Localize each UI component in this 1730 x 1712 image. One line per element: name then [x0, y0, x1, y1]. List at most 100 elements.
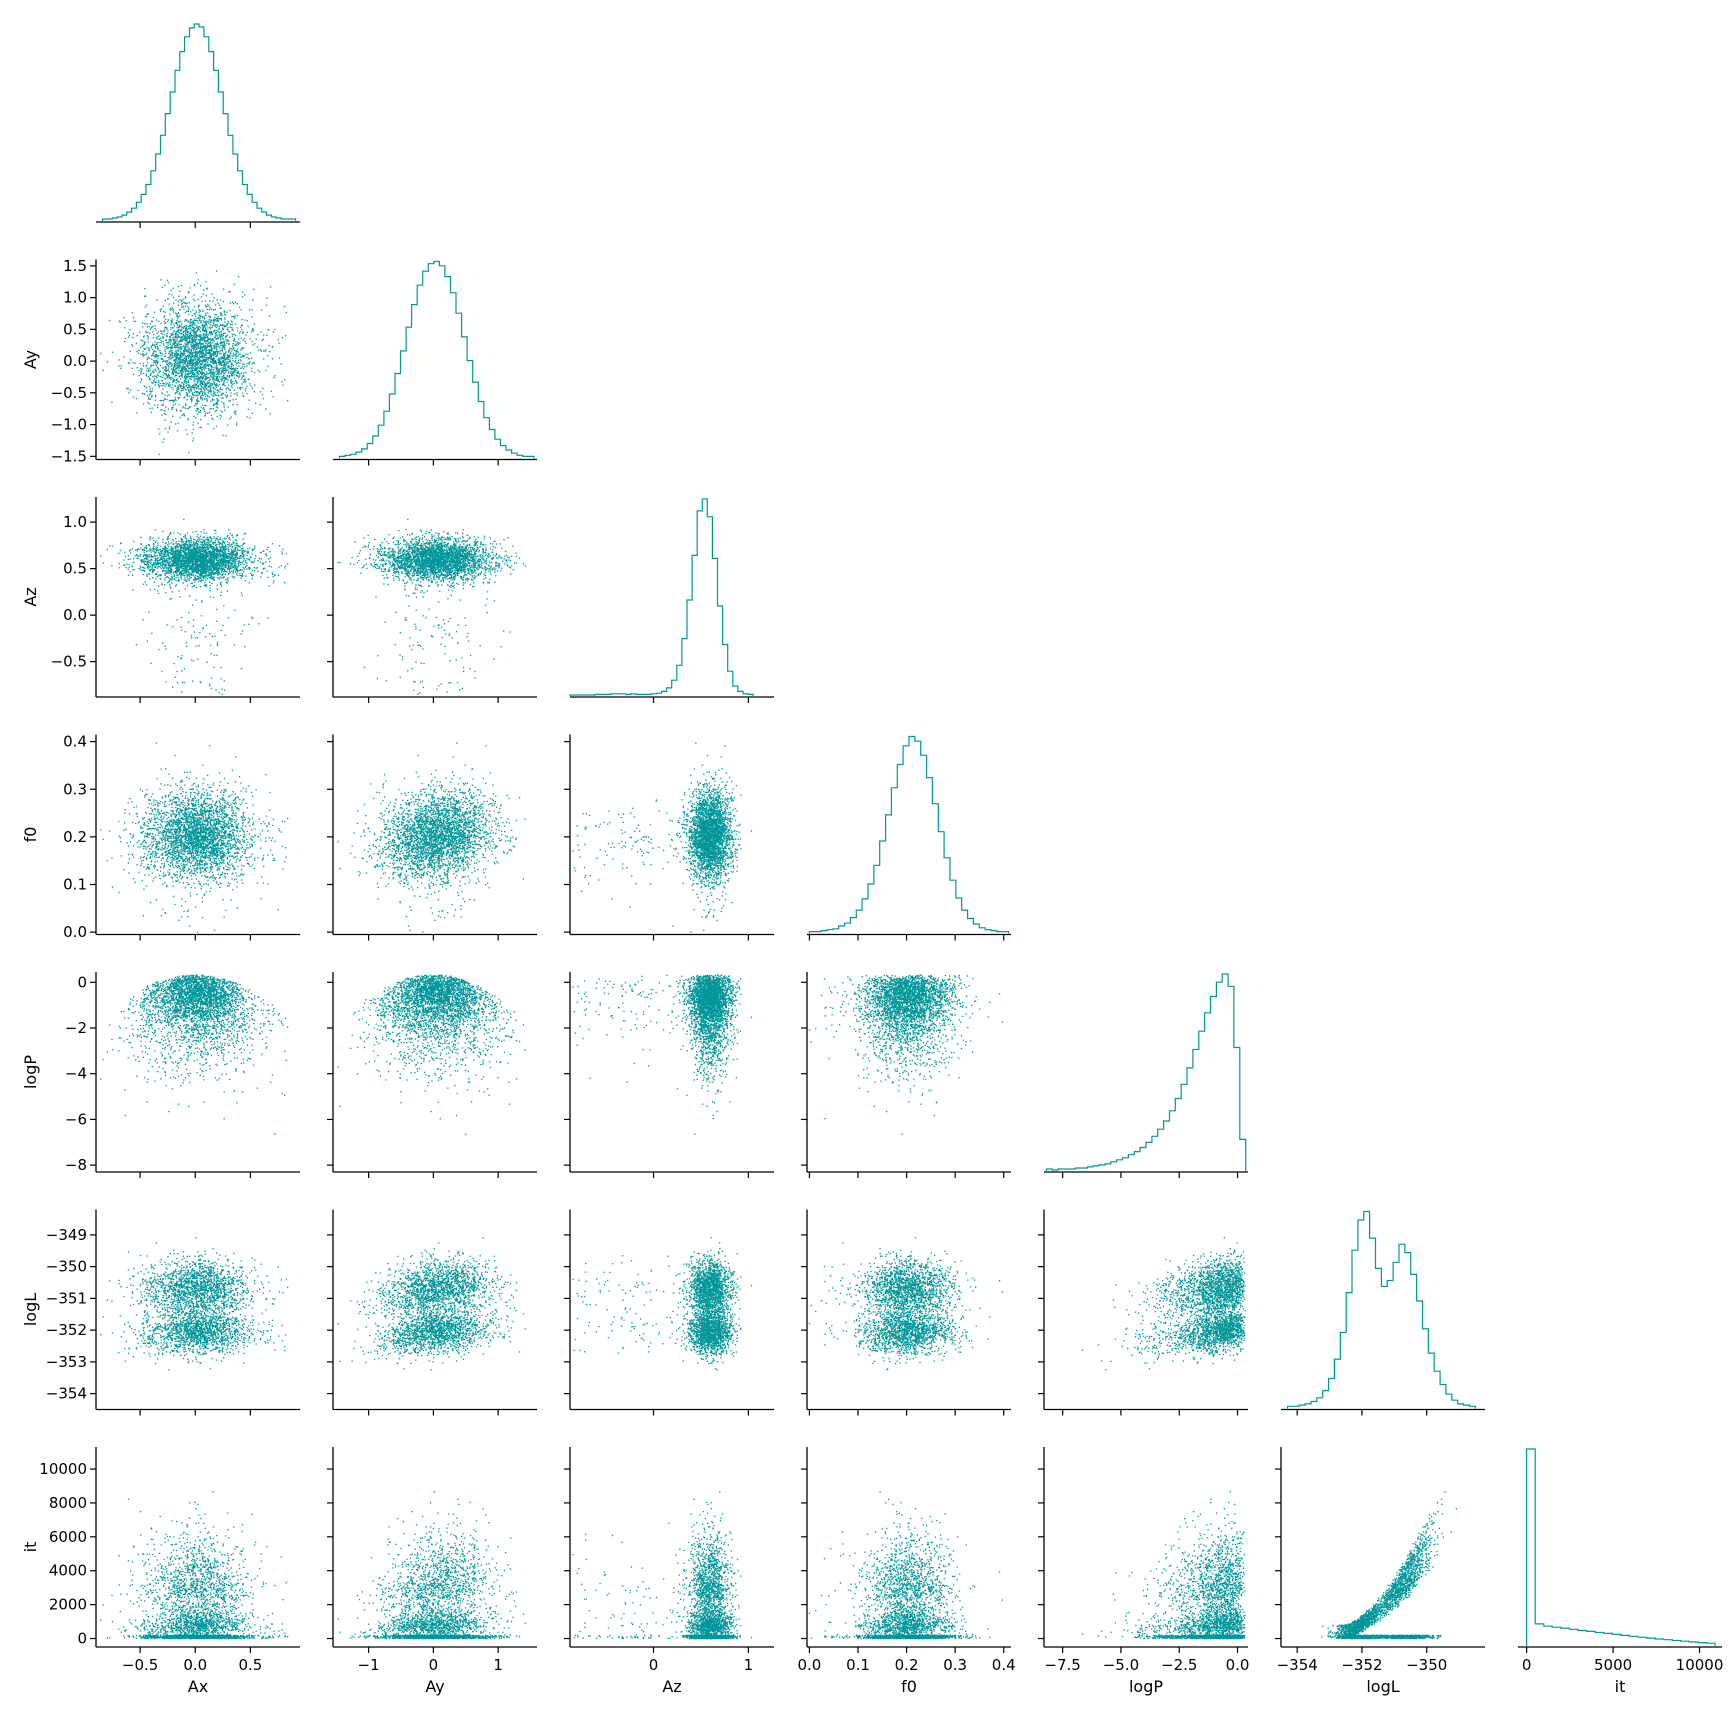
- scatter-point: [225, 385, 226, 386]
- scatter-point: [199, 378, 200, 379]
- scatter-point: [222, 334, 223, 335]
- scatter-point: [197, 328, 198, 329]
- scatter-point: [176, 371, 177, 372]
- scatter-point: [154, 328, 155, 329]
- scatter-point: [208, 392, 209, 393]
- scatter-point: [184, 346, 185, 347]
- scatter-point: [192, 393, 193, 394]
- scatter-point: [147, 326, 148, 327]
- scatter-point: [158, 380, 159, 381]
- scatter-point: [215, 360, 216, 361]
- scatter-point: [270, 286, 271, 287]
- scatter-point: [143, 336, 144, 337]
- scatter-point: [154, 405, 155, 406]
- scatter-point: [218, 361, 219, 362]
- scatter-point: [181, 372, 182, 373]
- scatter-point: [155, 351, 156, 352]
- scatter-point: [210, 364, 211, 365]
- scatter-point: [136, 398, 137, 399]
- scatter-point: [203, 326, 204, 327]
- scatter-point: [206, 325, 207, 326]
- scatter-point: [204, 340, 205, 341]
- scatter-point: [194, 370, 195, 371]
- scatter-point: [209, 319, 210, 320]
- scatter-point: [214, 382, 215, 383]
- scatter-point: [149, 386, 150, 387]
- scatter-point: [207, 378, 208, 379]
- scatter-point: [171, 322, 172, 323]
- scatter-point: [222, 345, 223, 346]
- scatter-point: [147, 402, 148, 403]
- scatter-point: [165, 351, 166, 352]
- scatter-point: [194, 357, 195, 358]
- scatter-point: [194, 300, 195, 301]
- scatter-point: [246, 365, 247, 366]
- scatter-point: [172, 355, 173, 356]
- scatter-point: [172, 318, 173, 319]
- scatter-point: [244, 380, 245, 381]
- scatter-point: [199, 310, 200, 311]
- scatter-point: [240, 331, 241, 332]
- scatter-point: [282, 384, 283, 385]
- scatter-point: [173, 404, 174, 405]
- scatter-point: [230, 533, 231, 534]
- scatter-point: [151, 355, 152, 356]
- scatter-point: [173, 355, 174, 356]
- scatter-point: [189, 395, 190, 396]
- scatter-point: [180, 344, 181, 345]
- scatter-point: [232, 343, 233, 344]
- scatter-point: [212, 300, 213, 301]
- scatter-point: [229, 337, 230, 338]
- scatter-point: [204, 369, 205, 370]
- scatter-point: [198, 348, 199, 349]
- scatter-point: [206, 295, 207, 296]
- scatter-point: [133, 333, 134, 334]
- scatter-point: [169, 359, 170, 360]
- scatter-point: [186, 337, 187, 338]
- scatter-point: [158, 369, 159, 370]
- scatter-point: [183, 332, 184, 333]
- scatter-point: [136, 351, 137, 352]
- y-tick-label-Ay: 0.5: [63, 320, 87, 338]
- scatter-point: [200, 363, 201, 364]
- scatter-point: [194, 322, 195, 323]
- scatter-point: [178, 301, 179, 302]
- scatter-point: [159, 345, 160, 346]
- scatter-point: [232, 375, 233, 376]
- scatter-point: [192, 356, 193, 357]
- scatter-point: [176, 409, 177, 410]
- scatter-point: [211, 331, 212, 332]
- scatter-point: [192, 370, 193, 371]
- scatter-point: [137, 367, 138, 368]
- scatter-point: [215, 389, 216, 390]
- scatter-point: [154, 356, 155, 357]
- scatter-point: [170, 337, 171, 338]
- scatter-point: [145, 306, 146, 307]
- scatter-point: [246, 357, 247, 358]
- scatter-point: [182, 373, 183, 374]
- histogram-step-Ay: [340, 262, 534, 459]
- scatter-point: [173, 342, 174, 343]
- scatter-point: [205, 343, 206, 344]
- scatter-point: [132, 368, 133, 369]
- scatter-point: [189, 392, 190, 393]
- scatter-point: [179, 372, 180, 373]
- scatter-point: [157, 338, 158, 339]
- scatter-point: [240, 309, 241, 310]
- scatter-point: [123, 317, 124, 318]
- scatter-point: [213, 340, 214, 341]
- scatter-point: [212, 419, 213, 420]
- scatter-point: [185, 348, 186, 349]
- scatter-point: [193, 397, 194, 398]
- scatter-point: [173, 337, 174, 338]
- scatter-point: [167, 391, 168, 392]
- scatter-point: [191, 396, 192, 397]
- scatter-point: [204, 375, 205, 376]
- scatter-point: [188, 328, 189, 329]
- scatter-point: [211, 325, 212, 326]
- scatter-point: [224, 407, 225, 408]
- scatter-point: [177, 350, 178, 351]
- scatter-point: [224, 366, 225, 367]
- scatter-point: [185, 312, 186, 313]
- scatter-point: [183, 309, 184, 310]
